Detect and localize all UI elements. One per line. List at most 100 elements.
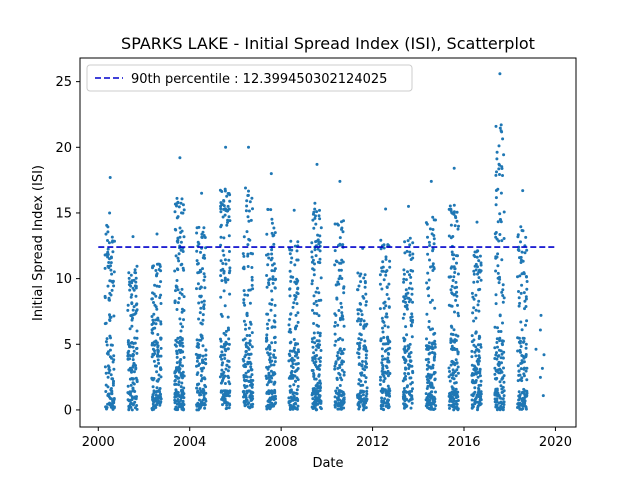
scatter-point <box>499 123 503 127</box>
scatter-point <box>179 263 183 267</box>
scatter-point <box>313 216 317 220</box>
scatter-point <box>221 262 225 265</box>
scatter-point <box>524 369 528 373</box>
scatter-point <box>501 397 505 401</box>
scatter-point <box>450 265 454 269</box>
scatter-point <box>224 280 228 284</box>
scatter-point <box>249 251 253 255</box>
scatter-point <box>135 404 139 407</box>
scatter-point <box>199 389 203 393</box>
scatter-point <box>312 351 316 355</box>
scatter-point <box>247 401 251 405</box>
scatter-point <box>383 377 387 380</box>
scatter-point <box>410 401 414 405</box>
scatter-point <box>433 345 437 349</box>
scatter-point <box>180 406 184 410</box>
scatter-point <box>313 248 317 252</box>
scatter-point <box>402 280 406 284</box>
scatter-point <box>109 293 113 297</box>
scatter-point <box>156 316 160 320</box>
scatter-point <box>104 232 108 236</box>
scatter-point <box>105 223 109 227</box>
scatter-point <box>266 263 270 267</box>
scatter-point <box>407 286 411 290</box>
scatter-point <box>250 275 254 279</box>
scatter-point <box>472 364 476 368</box>
scatter-point <box>272 398 276 402</box>
scatter-point <box>456 311 460 315</box>
scatter-point <box>518 407 522 411</box>
scatter-point <box>201 318 205 322</box>
scatter-point <box>312 273 316 277</box>
scatter-point <box>474 268 478 272</box>
scatter-point <box>175 308 179 311</box>
scatter-point <box>289 239 293 243</box>
scatter-point <box>219 268 223 272</box>
scatter-point <box>357 393 361 397</box>
scatter-point <box>494 403 498 407</box>
scatter-point <box>129 273 133 277</box>
scatter-point <box>126 357 130 361</box>
scatter-point <box>475 220 479 224</box>
scatter-point <box>310 337 314 341</box>
scatter-point <box>296 367 300 370</box>
scatter-point <box>450 250 454 254</box>
scatter-point <box>429 265 432 269</box>
scatter-point <box>470 349 474 353</box>
scatter-point <box>135 336 139 340</box>
scatter-point <box>273 286 277 290</box>
scatter-point <box>405 333 409 337</box>
scatter-point <box>452 166 456 170</box>
scatter-point <box>198 362 201 366</box>
scatter-point <box>426 397 430 401</box>
scatter-point <box>476 303 480 307</box>
scatter-point <box>106 250 110 254</box>
scatter-point <box>523 399 527 403</box>
scatter-point <box>197 382 201 386</box>
scatter-point <box>457 224 460 228</box>
scatter-point <box>479 343 483 347</box>
scatter-point <box>494 353 498 357</box>
scatter-point <box>500 342 504 346</box>
scatter-point <box>223 187 227 191</box>
scatter-point <box>364 303 368 307</box>
scatter-point <box>356 395 360 399</box>
scatter-point <box>270 248 274 252</box>
scatter-point <box>295 362 299 366</box>
scatter-point <box>244 350 248 354</box>
scatter-point <box>359 371 363 375</box>
scatter-point <box>455 361 459 365</box>
scatter-point <box>427 294 431 298</box>
scatter-point <box>477 299 481 303</box>
scatter-point <box>152 377 156 380</box>
scatter-point <box>202 254 206 258</box>
scatter-point <box>295 407 299 411</box>
scatter-point <box>178 291 182 295</box>
scatter-point <box>410 381 414 384</box>
scatter-point <box>451 368 455 372</box>
scatter-point <box>337 371 341 375</box>
scatter-point <box>494 196 498 200</box>
scatter-point <box>156 333 160 336</box>
scatter-point <box>220 397 224 401</box>
scatter-point <box>199 285 203 289</box>
scatter-point <box>312 311 316 315</box>
scatter-point <box>202 394 206 397</box>
scatter-point <box>112 367 116 371</box>
scatter-point <box>362 296 366 300</box>
scatter-point <box>424 392 428 396</box>
scatter-point <box>495 341 499 344</box>
scatter-point <box>177 259 181 263</box>
scatter-point <box>228 219 232 223</box>
scatter-point <box>248 339 252 343</box>
scatter-point <box>379 378 382 382</box>
scatter-point <box>454 358 458 362</box>
scatter-point <box>135 351 139 355</box>
scatter-point <box>273 341 277 344</box>
scatter-point <box>109 261 113 265</box>
scatter-point <box>289 406 293 410</box>
scatter-point <box>131 358 135 362</box>
scatter-point <box>317 373 321 377</box>
scatter-point <box>339 393 343 397</box>
scatter-point <box>196 240 200 244</box>
